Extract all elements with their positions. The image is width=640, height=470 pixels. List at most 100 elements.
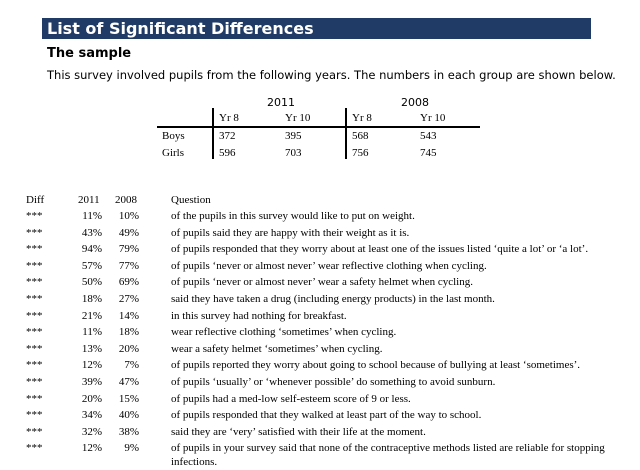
year-header-2011: 2011 — [267, 96, 295, 109]
diff-marker: *** — [26, 342, 43, 355]
value-2011: 57% — [81, 259, 102, 272]
value-2011: 12% — [81, 359, 102, 372]
table-cell: 756 — [352, 147, 369, 159]
table-cell: 745 — [420, 147, 437, 159]
table-divider — [212, 108, 214, 159]
question-text: of pupils ‘usually’ or ‘whenever possibl… — [171, 376, 496, 388]
value-2008: 27% — [118, 293, 139, 305]
question-text: of pupils responded that they walked at … — [171, 409, 482, 422]
table-header-row: Diff 2011 2008 Question — [0, 193, 640, 209]
value-2008: 49% — [118, 226, 139, 239]
diff-marker: *** — [26, 442, 43, 455]
title-bar: List of Significant Differences — [42, 18, 591, 39]
value-2008: 79% — [118, 243, 139, 256]
table-cell: 372 — [219, 130, 236, 142]
value-2011: 39% — [81, 376, 102, 388]
sub-header: Yr 8 — [352, 112, 372, 124]
value-2008: 77% — [118, 259, 139, 272]
value-2011: 18% — [81, 293, 102, 305]
page-title: List of Significant Differences — [47, 19, 314, 38]
table-row: *** 21% 14% in this survey had nothing for … — [0, 309, 640, 325]
diff-marker: *** — [26, 309, 43, 322]
table-row: *** 12% 9% of pupils in your survey said th… — [0, 441, 640, 468]
value-2011: 12% — [81, 442, 102, 455]
value-2008: 47% — [118, 376, 139, 388]
value-2008: 38% — [118, 425, 139, 438]
value-2011: 21% — [81, 309, 102, 322]
table-row: *** 34% 40% of pupils responded that they w… — [0, 408, 640, 424]
diff-marker: *** — [26, 359, 43, 372]
question-text: said they have taken a drug (including e… — [171, 293, 495, 305]
sub-header: Yr 10 — [285, 112, 311, 124]
table-row: *** 43% 49% of pupils said they are happy w… — [0, 226, 640, 242]
header-2011: 2011 — [78, 194, 100, 206]
value-2011: 43% — [81, 226, 102, 239]
diff-marker: *** — [26, 226, 43, 239]
question-text: of pupils in your survey said that none … — [171, 442, 605, 469]
value-2008: 14% — [118, 309, 139, 322]
table-row: *** 20% 15% of pupils had a med-low self-es… — [0, 392, 640, 408]
diff-marker: *** — [26, 376, 43, 388]
section-heading: The sample — [47, 46, 132, 61]
diff-marker: *** — [26, 425, 43, 438]
value-2008: 10% — [118, 210, 139, 222]
table-row: *** 39% 47% of pupils ‘usually’ or ‘wheneve… — [0, 375, 640, 391]
value-2008: 15% — [118, 392, 139, 405]
table-divider — [157, 126, 480, 128]
diff-marker: *** — [26, 293, 43, 305]
table-cell: 395 — [285, 130, 302, 142]
question-text: of pupils reported they worry about goin… — [171, 359, 581, 372]
intro-text: This survey involved pupils from the fol… — [47, 68, 616, 82]
question-text: of the pupils in this survey would like … — [171, 210, 415, 222]
question-text: in this survey had nothing for breakfast… — [171, 309, 347, 322]
question-text: of pupils said they are happy with their… — [171, 226, 410, 239]
value-2008: 18% — [118, 326, 139, 339]
table-cell: 596 — [219, 147, 236, 159]
diff-marker: *** — [26, 326, 43, 339]
value-2008: 20% — [118, 342, 139, 355]
question-text: of pupils responded that they worry abou… — [171, 243, 589, 256]
header-2008: 2008 — [115, 194, 137, 206]
table-row: *** 32% 38% said they are ‘very’ satisfied … — [0, 425, 640, 441]
diff-marker: *** — [26, 259, 43, 272]
value-2011: 13% — [81, 342, 102, 355]
table-row: *** 12% 7% of pupils reported they worry ab… — [0, 358, 640, 374]
value-2008: 69% — [118, 276, 139, 289]
table-cell: 543 — [420, 130, 437, 142]
year-header-2008: 2008 — [401, 96, 429, 109]
question-text: of pupils had a med-low self-esteem scor… — [171, 392, 411, 405]
table-divider — [345, 108, 347, 159]
question-text: of pupils ‘never or almost never’ wear r… — [171, 259, 487, 272]
table-row: *** 94% 79% of pupils responded that they w… — [0, 242, 640, 258]
value-2011: 32% — [81, 425, 102, 438]
row-label-girls: Girls — [162, 147, 184, 159]
value-2008: 40% — [118, 409, 139, 422]
table-row: *** 57% 77% of pupils ‘never or almost neve… — [0, 259, 640, 275]
question-text: wear a safety helmet ‘sometimes’ when cy… — [171, 342, 383, 355]
value-2011: 94% — [81, 243, 102, 256]
sub-header: Yr 8 — [219, 112, 239, 124]
diff-marker: *** — [26, 243, 43, 256]
question-text: of pupils ‘never or almost never’ wear a… — [171, 276, 473, 289]
header-question: Question — [171, 194, 211, 206]
diff-marker: *** — [26, 392, 43, 405]
row-label-boys: Boys — [162, 130, 185, 142]
header-diff: Diff — [26, 194, 45, 206]
sub-header: Yr 10 — [420, 112, 446, 124]
value-2011: 11% — [82, 210, 102, 222]
table-row: *** 11% 10% of the pupils in this survey wo… — [0, 209, 640, 225]
table-cell: 568 — [352, 130, 369, 142]
value-2011: 11% — [82, 326, 102, 339]
table-row: *** 50% 69% of pupils ‘never or almost neve… — [0, 275, 640, 291]
question-text: said they are ‘very’ satisfied with thei… — [171, 425, 426, 438]
table-row: *** 18% 27% said they have taken a drug (in… — [0, 292, 640, 308]
table-row: *** 11% 18% wear reflective clothing ‘somet… — [0, 325, 640, 341]
value-2008: 7% — [124, 359, 139, 372]
question-text: wear reflective clothing ‘sometimes’ whe… — [171, 326, 397, 339]
diff-marker: *** — [26, 409, 43, 422]
value-2011: 20% — [81, 392, 102, 405]
value-2011: 34% — [81, 409, 102, 422]
diff-marker: *** — [26, 210, 43, 222]
value-2011: 50% — [81, 276, 102, 289]
value-2008: 9% — [124, 442, 139, 455]
